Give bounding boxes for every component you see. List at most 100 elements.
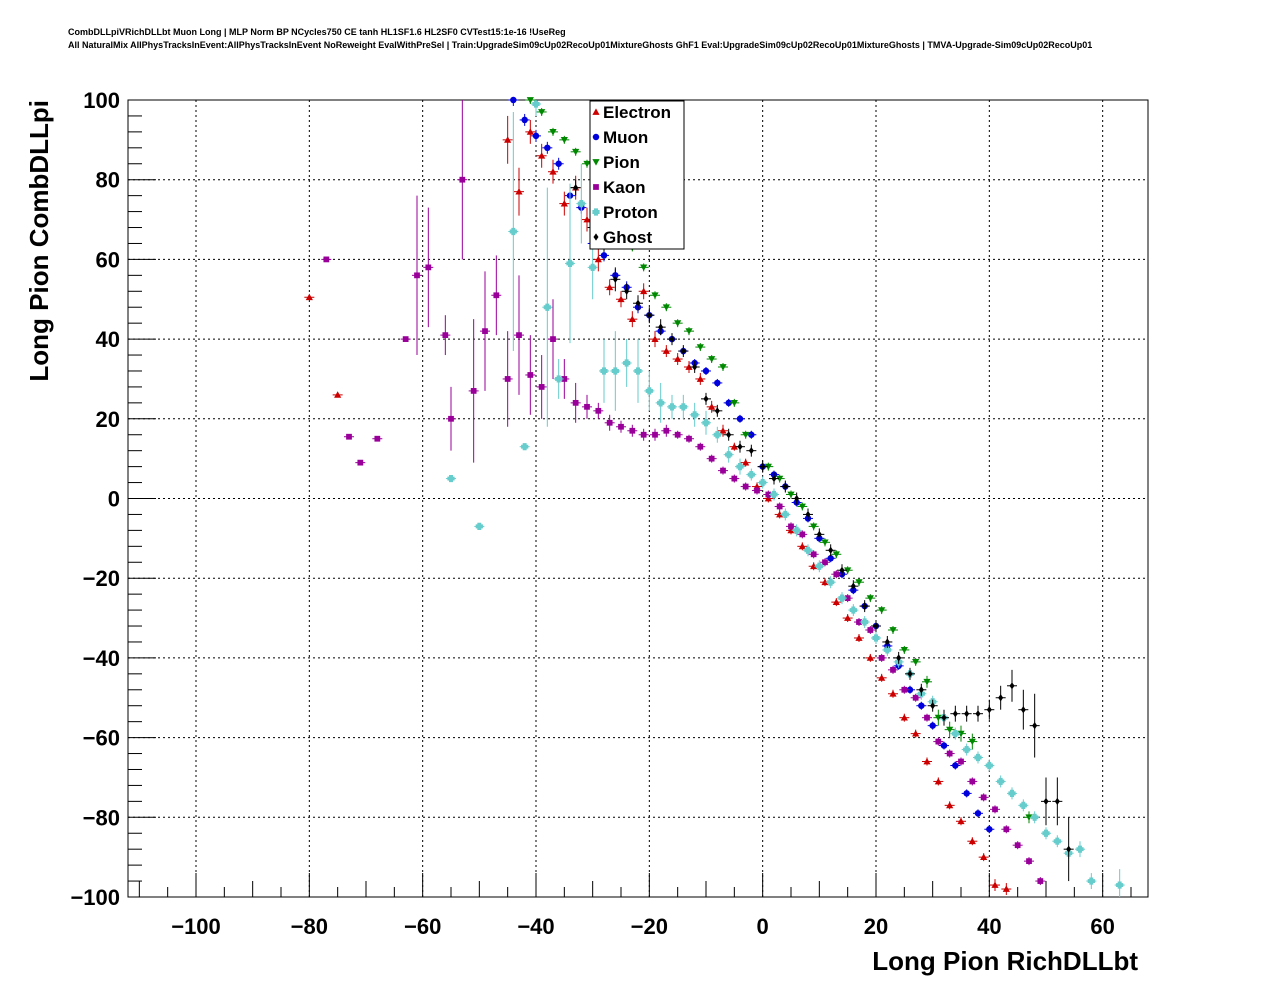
data-point [878,655,885,661]
y-tick-label: −40 [83,646,120,671]
data-point [1002,885,1010,892]
data-point [731,475,738,482]
data-point [668,403,676,411]
data-point [754,487,760,494]
data-point [674,355,682,362]
data-point [985,761,993,770]
data-point [816,530,822,538]
data-point [946,750,953,757]
data-point [969,778,976,785]
series-proton [446,100,1125,897]
data-point [968,837,976,845]
data-point [781,510,789,519]
data-point [538,152,546,159]
data-point [810,523,818,530]
data-point [584,403,590,410]
data-point [787,491,795,499]
data-point [822,559,828,566]
data-point [572,148,580,156]
x-tick-label: −40 [517,914,554,939]
data-point [669,335,675,343]
data-point [425,264,432,271]
data-point [1008,789,1016,797]
data-point [658,323,664,331]
data-point [442,332,449,338]
data-point [527,372,534,378]
data-point [662,347,670,354]
data-point [872,634,880,642]
data-point [980,853,988,861]
data-point [827,578,835,586]
data-point [963,745,971,754]
data-point [946,801,954,809]
data-point [889,627,897,634]
legend-marker-muon [592,133,600,141]
data-point [402,336,409,342]
y-tick-label: 60 [96,247,120,272]
data-point [662,304,670,311]
y-tick-label: 40 [96,327,120,352]
data-point [674,320,682,327]
data-point [714,407,720,415]
data-point [730,443,738,450]
data-point [577,200,585,208]
data-point [543,303,551,311]
legend-label-electron: Electron [603,103,671,122]
data-point [934,714,942,722]
data-point [788,523,794,530]
data-points [304,96,1125,897]
data-point [719,427,727,434]
data-point [482,328,488,335]
data-point [844,614,852,621]
data-point [702,367,710,375]
data-point [447,474,455,483]
data-point [532,100,540,108]
data-point [549,129,557,136]
data-point [708,403,716,410]
legend-label-ghost: Ghost [603,228,652,247]
data-point [934,777,942,785]
data-point [374,435,381,442]
data-point [697,443,704,450]
legend-marker-ghost [593,233,599,241]
data-point [918,686,924,694]
data-point [730,399,738,407]
data-point [583,215,591,223]
data-point [866,654,874,661]
data-point [867,627,874,633]
data-point [736,463,744,471]
data-point [736,415,744,423]
y-tick-label: 100 [83,88,120,113]
data-point [686,435,692,442]
data-point [618,423,624,430]
series-kaon [321,100,1046,886]
y-tick-label: 80 [96,168,120,193]
data-point [1042,829,1050,837]
x-axis-label: Long Pion RichDLLbt [872,946,1138,976]
data-point [560,136,568,144]
data-point [890,666,896,673]
y-tick-label: −100 [70,885,120,910]
data-point [839,566,845,574]
data-point [861,618,869,626]
data-point [742,483,749,490]
data-point [747,470,755,479]
data-point [516,332,522,338]
data-point [776,503,783,510]
data-point [640,287,648,295]
data-point [833,571,840,578]
data-point [635,299,641,307]
data-point [884,638,890,646]
data-point [691,411,699,419]
data-point [918,702,925,709]
data-point [448,415,454,422]
data-point [521,443,529,451]
series-electron [304,115,1012,896]
data-point [583,160,591,168]
data-point [912,694,919,701]
data-point [679,403,687,411]
data-point [1076,845,1084,853]
data-point [555,160,562,167]
x-tick-label: −20 [631,914,668,939]
data-point [719,364,727,371]
